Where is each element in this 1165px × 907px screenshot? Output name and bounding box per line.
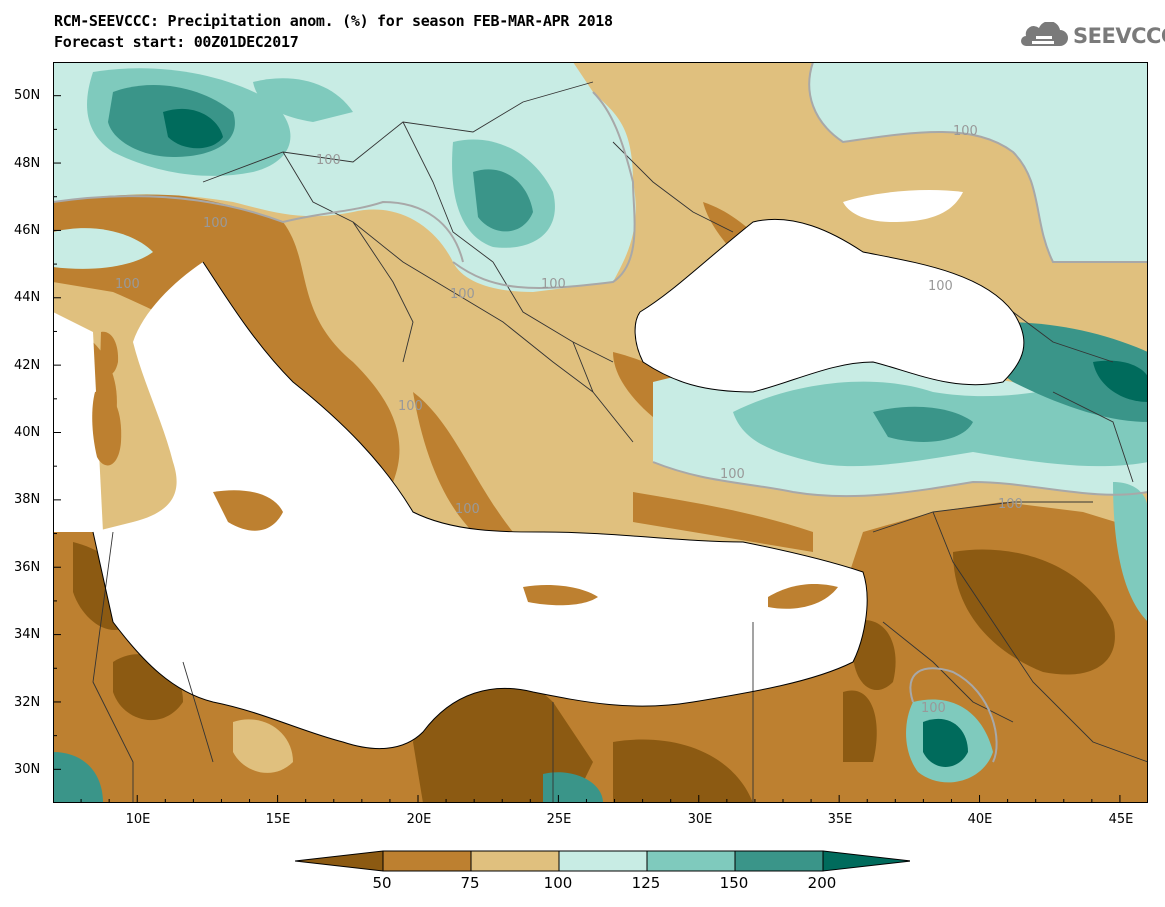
precipitation-anomaly-map: 100 100 100 100 100 100 100 100 100 100 … (53, 62, 1148, 803)
contour-label: 100 (398, 399, 423, 414)
colorbar (295, 850, 910, 872)
x-tick-label: 35E (827, 812, 853, 827)
y-tick-label: 36N (14, 560, 41, 575)
x-tick-label: 30E (687, 812, 713, 827)
contour-label: 100 (115, 277, 140, 292)
y-tick-label: 38N (14, 492, 41, 507)
colorbar-segment (646, 850, 736, 872)
colorbar-segment (295, 850, 384, 872)
colorbar-level-label: 200 (807, 874, 837, 892)
country-borders (92, 81, 1148, 803)
contour-label: 100 (455, 502, 480, 517)
colorbar-level-label: 150 (719, 874, 749, 892)
y-tick-label: 34N (14, 627, 41, 642)
colorbar-level-label: 75 (460, 874, 480, 892)
contour-label: 100 (450, 287, 475, 302)
colorbar-level-label: 100 (543, 874, 573, 892)
colorbar-segment (558, 850, 648, 872)
contour-label: 100 (720, 467, 745, 482)
y-tick-label: 44N (14, 290, 41, 305)
colorbar-segment (470, 850, 560, 872)
seas (53, 190, 1024, 749)
y-tick-label: 32N (14, 695, 41, 710)
x-tick-label: 20E (406, 812, 432, 827)
x-tick-label: 15E (265, 812, 291, 827)
x-tick-label: 10E (125, 812, 151, 827)
seevccc-logo: SEEVCCC (1018, 22, 1165, 50)
colorbar-level-label: 50 (372, 874, 392, 892)
y-tick-label: 46N (14, 223, 41, 238)
y-tick-label: 30N (14, 762, 41, 777)
y-tick-label: 48N (14, 156, 41, 171)
contour-label: 100 (953, 124, 978, 139)
colorbar-segment (822, 850, 910, 872)
x-tick-label: 25E (546, 812, 572, 827)
wet-zones (53, 62, 1148, 803)
contour-labels: 100 100 100 100 100 100 100 100 100 100 … (115, 124, 1023, 716)
x-tick-label: 45E (1108, 812, 1134, 827)
logo-text: SEEVCCC (1073, 24, 1165, 48)
y-tick-label: 40N (14, 425, 41, 440)
forecast-start-subtitle: Forecast start: 00Z01DEC2017 (54, 33, 299, 51)
islands (92, 331, 838, 609)
x-tick-label: 40E (967, 812, 993, 827)
contour-100-lines (53, 62, 1148, 763)
contour-label: 100 (203, 216, 228, 231)
map-title: RCM-SEEVCCC: Precipitation anom. (%) for… (54, 12, 613, 30)
contour-label: 100 (541, 277, 566, 292)
y-tick-label: 50N (14, 88, 41, 103)
y-tick-label: 42N (14, 358, 41, 373)
colorbar-level-label: 125 (631, 874, 661, 892)
colorbar-segment (734, 850, 824, 872)
coastlines (92, 218, 1025, 750)
contour-label: 100 (998, 497, 1023, 512)
colorbar-segment (382, 850, 472, 872)
contour-label: 100 (921, 701, 946, 716)
contour-label: 100 (928, 279, 953, 294)
cloud-icon (1021, 22, 1068, 46)
axis-ticks (53, 62, 1148, 803)
contour-label: 100 (316, 153, 341, 168)
